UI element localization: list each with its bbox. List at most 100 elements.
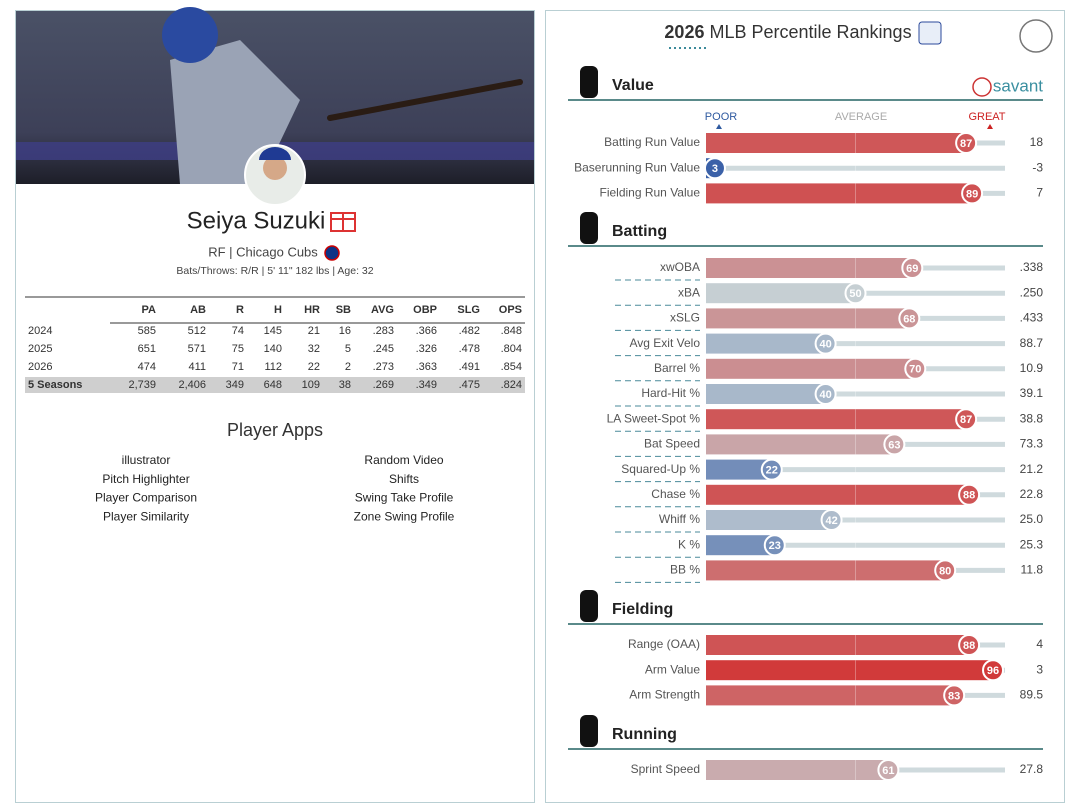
percentile-dot	[763, 534, 786, 557]
metric-value: 38.8	[1020, 411, 1044, 425]
percentile-dot	[943, 684, 966, 707]
table-header: SB	[336, 304, 351, 316]
percentile-dot	[982, 659, 1005, 682]
percentile-value: 83	[948, 690, 960, 702]
percentile-dot	[814, 383, 837, 405]
metric-value: 25.0	[1020, 512, 1044, 526]
app-link[interactable]: Shifts	[389, 472, 419, 486]
percentile-value: 63	[888, 439, 900, 451]
metric-label: Arm Value	[645, 662, 700, 676]
section-title: Running	[612, 726, 677, 743]
stat-cell: 16	[339, 325, 351, 337]
metric-label: Chase %	[651, 487, 700, 501]
metric-label: xSLG	[670, 311, 700, 325]
photo-bat	[327, 79, 523, 121]
table-header: HR	[304, 304, 320, 316]
metric-label: Bat Speed	[644, 437, 700, 451]
percentile-bar	[706, 258, 913, 278]
metric-value: 22.8	[1020, 487, 1044, 501]
apps-title: Player Apps	[227, 420, 323, 440]
stat-cell: 349	[226, 379, 244, 391]
stat-cell: .824	[501, 379, 522, 391]
percentile-dot	[934, 559, 957, 582]
percentile-value: 69	[906, 263, 918, 275]
percentile-bar	[706, 459, 772, 480]
app-link[interactable]: Pitch Highlighter	[102, 472, 189, 486]
stat-cell: 74	[232, 325, 244, 337]
percentile-bar	[706, 333, 826, 354]
percentile-dot	[955, 408, 978, 431]
percentile-value: 61	[882, 765, 894, 777]
stat-cell: .804	[501, 343, 522, 355]
stat-cell: 21	[308, 325, 320, 337]
gift-icon[interactable]	[330, 212, 356, 232]
stat-cell: 112	[264, 361, 282, 373]
percentile-bar	[706, 434, 895, 455]
metric-value: 88.7	[1020, 336, 1044, 350]
stat-cell: 411	[188, 361, 206, 373]
app-link[interactable]: Random Video	[364, 453, 443, 467]
metric-label: Baserunning Run Value	[574, 160, 700, 174]
stat-cell: 585	[138, 325, 156, 337]
metric-label: Arm Strength	[629, 688, 700, 702]
percentile-value: 23	[769, 540, 781, 552]
metric-label: BB %	[670, 563, 700, 577]
toggle-button[interactable]	[1019, 19, 1053, 53]
percentile-dot	[760, 458, 783, 481]
row-label: 5 Seasons	[28, 379, 82, 391]
rankings-title-text: MLB Percentile Rankings	[709, 22, 911, 42]
percentile-bar	[706, 358, 916, 379]
stat-cell: 571	[188, 343, 206, 355]
table-header: H	[274, 304, 282, 316]
table-header: OPS	[499, 304, 522, 316]
percentile-value: 88	[963, 640, 975, 652]
percentile-value: 42	[825, 515, 837, 527]
percentile-value: 50	[849, 288, 861, 300]
player-name: Seiya Suzuki	[187, 207, 326, 234]
savant-brand[interactable]: savant	[993, 76, 1043, 95]
table-header: AB	[190, 304, 206, 316]
table-header: SLG	[457, 304, 480, 316]
stat-cell: 2,406	[178, 379, 206, 391]
percentile-dot	[958, 483, 981, 506]
percentile-dot	[904, 357, 927, 380]
percentile-dot	[958, 634, 981, 656]
metric-value: 27.8	[1020, 762, 1044, 776]
stat-cell: .854	[501, 361, 522, 373]
percentile-value: 80	[939, 565, 951, 577]
avatar-face	[263, 156, 287, 180]
savant-logo[interactable]	[972, 77, 992, 97]
app-link[interactable]: Player Comparison	[95, 491, 197, 505]
app-link[interactable]: Zone Swing Profile	[354, 509, 455, 523]
percentile-value: 88	[963, 490, 975, 502]
stat-cell: 109	[302, 379, 320, 391]
scale-arrow	[987, 124, 993, 129]
percentile-bar	[706, 183, 973, 204]
section-icon	[580, 212, 598, 244]
metric-value: 39.1	[1020, 386, 1044, 400]
rankings-card	[545, 10, 1065, 803]
app-link[interactable]: illustrator	[122, 453, 171, 467]
app-link[interactable]: Player Similarity	[103, 509, 189, 523]
percentile-dot	[901, 257, 924, 279]
percentile-value: 96	[987, 665, 999, 677]
scale-label: POOR	[705, 111, 737, 123]
stat-cell: 140	[264, 343, 282, 355]
stat-cell: .366	[416, 325, 437, 337]
app-link[interactable]: Swing Take Profile	[355, 491, 454, 505]
percentile-bar	[706, 635, 970, 655]
stat-cell: .269	[373, 379, 394, 391]
metric-value: 25.3	[1020, 537, 1044, 551]
table-header: AVG	[371, 304, 394, 316]
metric-value: 7	[1036, 186, 1043, 200]
percentile-dot	[955, 132, 978, 154]
percentile-value: 68	[903, 313, 915, 325]
metric-value: .433	[1020, 311, 1044, 325]
metric-label: Hard-Hit %	[641, 386, 700, 400]
percentile-dot	[961, 182, 984, 205]
rankings-title: 2026 MLB Percentile Rankings	[664, 22, 911, 42]
metric-value: 73.3	[1020, 437, 1044, 451]
scale-label: GREAT	[968, 111, 1005, 123]
vs-icon[interactable]	[918, 21, 942, 45]
stat-cell: 2	[345, 361, 351, 373]
